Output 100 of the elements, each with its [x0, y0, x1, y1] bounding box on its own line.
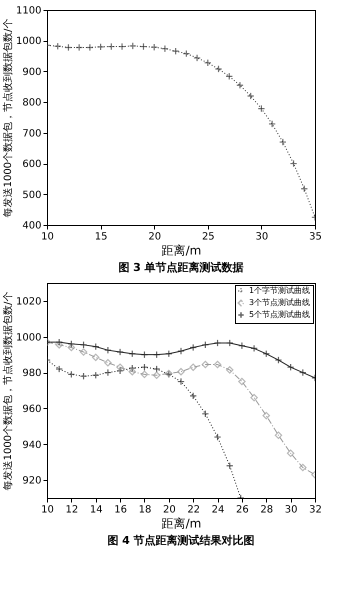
- x-tick-label: 20: [148, 232, 162, 242]
- x-tick-label: 10: [41, 504, 54, 516]
- point: [202, 341, 210, 349]
- point: [189, 363, 197, 371]
- point: [202, 410, 210, 418]
- x-tick-label: 15: [94, 232, 108, 242]
- x-tick-label: 14: [90, 504, 103, 516]
- point: [225, 72, 233, 80]
- point: [274, 356, 282, 364]
- point: [92, 372, 100, 380]
- point: [118, 42, 126, 50]
- point: [92, 342, 100, 350]
- x-tick-label: 28: [260, 504, 274, 516]
- point: [214, 65, 222, 73]
- point: [290, 160, 298, 168]
- point: [246, 92, 254, 100]
- point: [140, 42, 148, 50]
- point: [152, 350, 160, 358]
- y-tick-label: 900: [22, 66, 42, 78]
- y-tick-label: 920: [22, 476, 42, 487]
- point: [68, 340, 76, 348]
- point: [177, 378, 185, 386]
- point: [286, 449, 294, 457]
- point: [152, 365, 160, 373]
- y-tick-label: 980: [22, 368, 42, 380]
- point: [129, 42, 137, 50]
- point: [128, 350, 136, 358]
- point: [250, 344, 258, 352]
- point: [104, 346, 112, 354]
- x-tick-label: 18: [138, 504, 152, 516]
- point: [204, 59, 212, 67]
- point: [172, 47, 180, 55]
- y-tick-label: 800: [22, 98, 42, 109]
- point: [128, 368, 136, 376]
- point: [226, 339, 234, 347]
- x-tick-label: 20: [162, 504, 176, 516]
- point: [140, 363, 148, 371]
- point: [54, 42, 62, 50]
- y-tick-label: 1020: [16, 296, 42, 308]
- y-tick-label: 600: [22, 159, 42, 170]
- point: [238, 342, 246, 350]
- point: [189, 392, 197, 400]
- point: [226, 462, 234, 470]
- y-axis-title: 每发送1000个数据包，节点收到数据包数/个: [2, 292, 14, 490]
- point: [274, 432, 282, 440]
- point: [182, 50, 190, 58]
- point: [140, 350, 148, 358]
- y-tick-label: 960: [22, 404, 42, 415]
- point: [55, 338, 63, 346]
- point: [165, 350, 173, 358]
- point: [96, 43, 104, 51]
- point: [75, 44, 83, 52]
- x-tick-label: 30: [284, 504, 298, 516]
- point: [116, 348, 124, 356]
- point: [80, 341, 88, 349]
- x-tick-label: 10: [41, 232, 54, 242]
- point: [300, 184, 308, 193]
- y-tick-label: 1000: [16, 332, 42, 344]
- point: [226, 366, 234, 374]
- point: [262, 350, 270, 358]
- x-tick-label: 32: [309, 504, 322, 516]
- point: [214, 339, 222, 347]
- y-tick-label: 400: [22, 220, 42, 232]
- point: [152, 372, 160, 380]
- point: [68, 344, 76, 352]
- y-tick-label: 940: [22, 440, 42, 451]
- x-axis-title: 距离/m: [162, 244, 202, 258]
- point: [268, 120, 276, 128]
- x-tick-label: 35: [309, 232, 322, 242]
- point: [68, 370, 76, 378]
- point: [286, 363, 294, 371]
- legend-label: 1个字节测试曲线: [249, 286, 310, 295]
- text: 图 4 节点距离测试结果对比图: [107, 534, 255, 547]
- legend-label: 5个节点测试曲线: [249, 310, 310, 319]
- point: [108, 42, 116, 50]
- point: [262, 412, 270, 420]
- point: [161, 44, 169, 52]
- point: [238, 378, 246, 386]
- point: [177, 368, 185, 376]
- point: [250, 394, 258, 402]
- point: [104, 358, 112, 366]
- y-axis-title: 每发送1000个数据包，节点收到数据包数/个: [2, 18, 14, 218]
- point: [279, 138, 287, 146]
- point: [80, 372, 88, 380]
- x-tick-label: 30: [256, 232, 268, 242]
- point: [189, 344, 197, 352]
- point: [236, 81, 244, 90]
- point: [177, 347, 185, 355]
- point: [128, 364, 136, 372]
- point: [214, 433, 222, 441]
- x-tick-label: 26: [236, 504, 249, 516]
- point: [299, 368, 307, 376]
- point: [258, 104, 266, 112]
- point: [202, 360, 210, 368]
- point: [80, 348, 88, 356]
- point: [150, 43, 158, 51]
- point: [299, 464, 307, 472]
- point: [55, 341, 63, 349]
- y-tick-label: 1100: [16, 6, 42, 16]
- y-tick-label: 1000: [16, 36, 42, 48]
